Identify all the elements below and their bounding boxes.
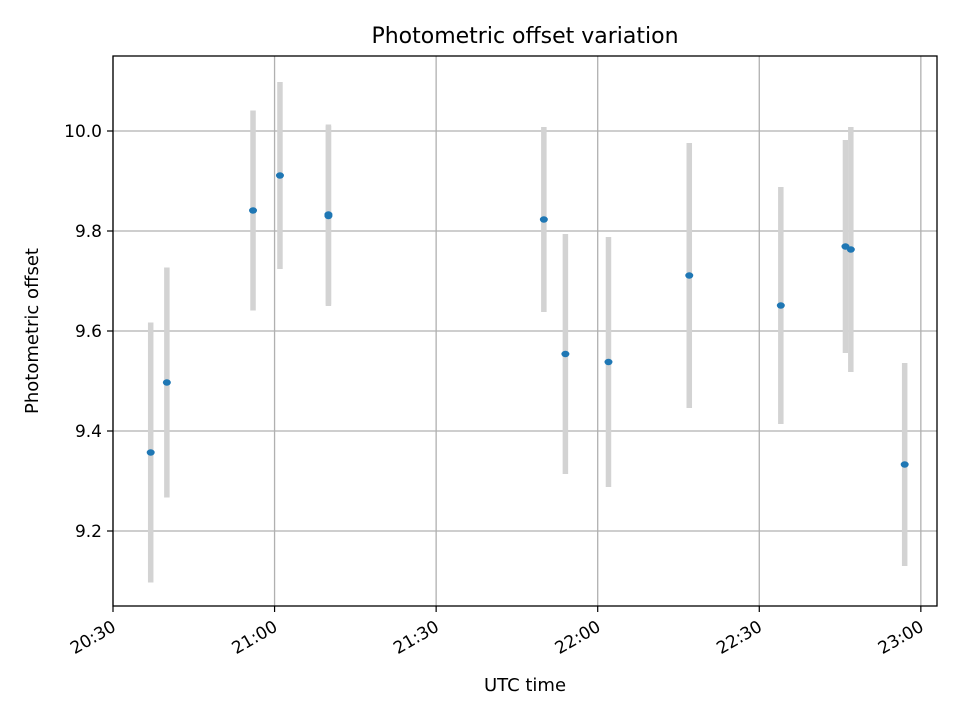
x-tick-label: 23:00 (875, 617, 927, 659)
x-tick-label: 21:00 (229, 617, 281, 659)
y-tick-label: 9.4 (75, 422, 102, 442)
data-point (685, 272, 694, 279)
data-point (249, 207, 258, 214)
data-point (846, 246, 855, 253)
tick-layer: 20:30 21:00 21:30 22:00 22:30 23:00 9.2 9.4 9.6 9… (64, 122, 927, 659)
x-axis-label: UTC time (484, 675, 566, 696)
data-point (561, 350, 570, 358)
point-layer (146, 172, 909, 468)
data-point (324, 212, 333, 220)
data-point (776, 302, 785, 309)
errorbar-layer (147, 82, 908, 583)
x-tick-label: 22:00 (552, 617, 604, 659)
y-axis-label: Photometric offset (22, 248, 43, 414)
x-tick-label: 20:30 (67, 617, 119, 659)
y-tick-label: 10.0 (64, 122, 102, 142)
y-tick-label: 9.8 (75, 222, 102, 242)
y-tick-label: 9.6 (75, 322, 102, 342)
data-point (539, 216, 548, 223)
y-tick-label: 9.2 (75, 522, 102, 542)
data-point (162, 379, 171, 386)
data-point (275, 172, 284, 179)
x-tick-label: 21:30 (390, 617, 442, 659)
data-point (146, 449, 155, 456)
grid-layer (112, 56, 937, 606)
chart-title: Photometric offset variation (371, 24, 678, 49)
data-point (604, 358, 613, 366)
x-tick-label: 22:30 (713, 617, 765, 659)
data-point (900, 461, 909, 468)
